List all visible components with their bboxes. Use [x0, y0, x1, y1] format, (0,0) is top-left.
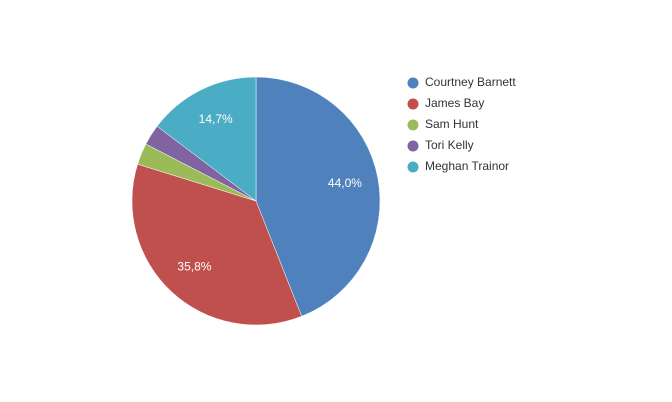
data-label: 44,0% [328, 176, 362, 190]
data-label: 14,7% [199, 112, 233, 126]
legend-marker [407, 119, 419, 131]
pie-slice [156, 76, 257, 202]
pie-slice [131, 163, 302, 326]
legend-label: James Bay [425, 96, 484, 110]
legend-marker [407, 77, 419, 89]
legend-marker [407, 161, 419, 173]
legend-marker [407, 98, 419, 110]
legend-label: Sam Hunt [425, 117, 479, 131]
data-label: 35,8% [177, 260, 211, 274]
legend-marker [407, 140, 419, 152]
pie-slice [255, 76, 381, 317]
legend-label: Tori Kelly [425, 138, 474, 152]
legend-label: Meghan Trainor [425, 159, 509, 173]
legend-label: Courtney Barnett [425, 75, 516, 89]
